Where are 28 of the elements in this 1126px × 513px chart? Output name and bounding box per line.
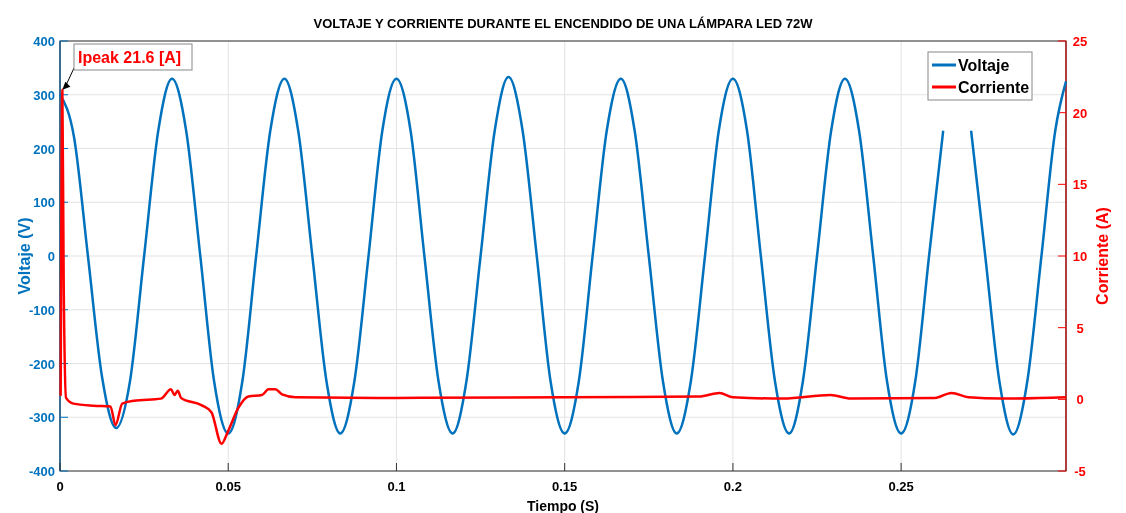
x-tick-label: 0.05 <box>215 479 241 494</box>
y2-tick-label: 25 <box>1072 34 1088 49</box>
y2-tick-label: 20 <box>1072 105 1088 121</box>
legend-label: Voltaje <box>958 57 1010 74</box>
y-axis-title: Voltaje (V) <box>16 217 33 295</box>
x-tick-label: 0.15 <box>552 479 578 494</box>
annotation: Ipeak 21.6 [A] <box>78 49 182 66</box>
y-tick-label: 100 <box>33 195 55 211</box>
y2-tick-label: 10 <box>1072 249 1088 264</box>
y2-tick-label: 0 <box>1076 392 1084 408</box>
x-tick-label: 0.2 <box>723 479 742 494</box>
y-tick-label: -200 <box>28 356 55 372</box>
y-tick-label: -400 <box>28 464 55 479</box>
chart-title: VOLTAJE Y CORRIENTE DURANTE EL ENCENDIDO DE UNA LÁMPARA LED 72W <box>313 16 814 31</box>
x-axis-title: Tiempo (S) <box>526 498 600 513</box>
x-tick-label: 0.1 <box>387 479 406 494</box>
y-tick-label: -100 <box>28 302 55 318</box>
x-tick-label: 0.25 <box>888 479 914 494</box>
y2-tick-label: 15 <box>1072 177 1088 193</box>
y-tick-label: 300 <box>33 87 55 103</box>
y2-tick-label: -5 <box>1074 464 1086 479</box>
y2-axis-title: Corriente (A) <box>1094 207 1111 305</box>
y-tick-label: 400 <box>33 34 55 49</box>
legend-label: Corriente <box>958 79 1030 96</box>
y-tick-label: 200 <box>33 141 55 157</box>
y2-tick-label: 5 <box>1076 320 1084 336</box>
y-tick-label: 0 <box>47 249 55 264</box>
y-tick-label: -300 <box>28 410 55 426</box>
